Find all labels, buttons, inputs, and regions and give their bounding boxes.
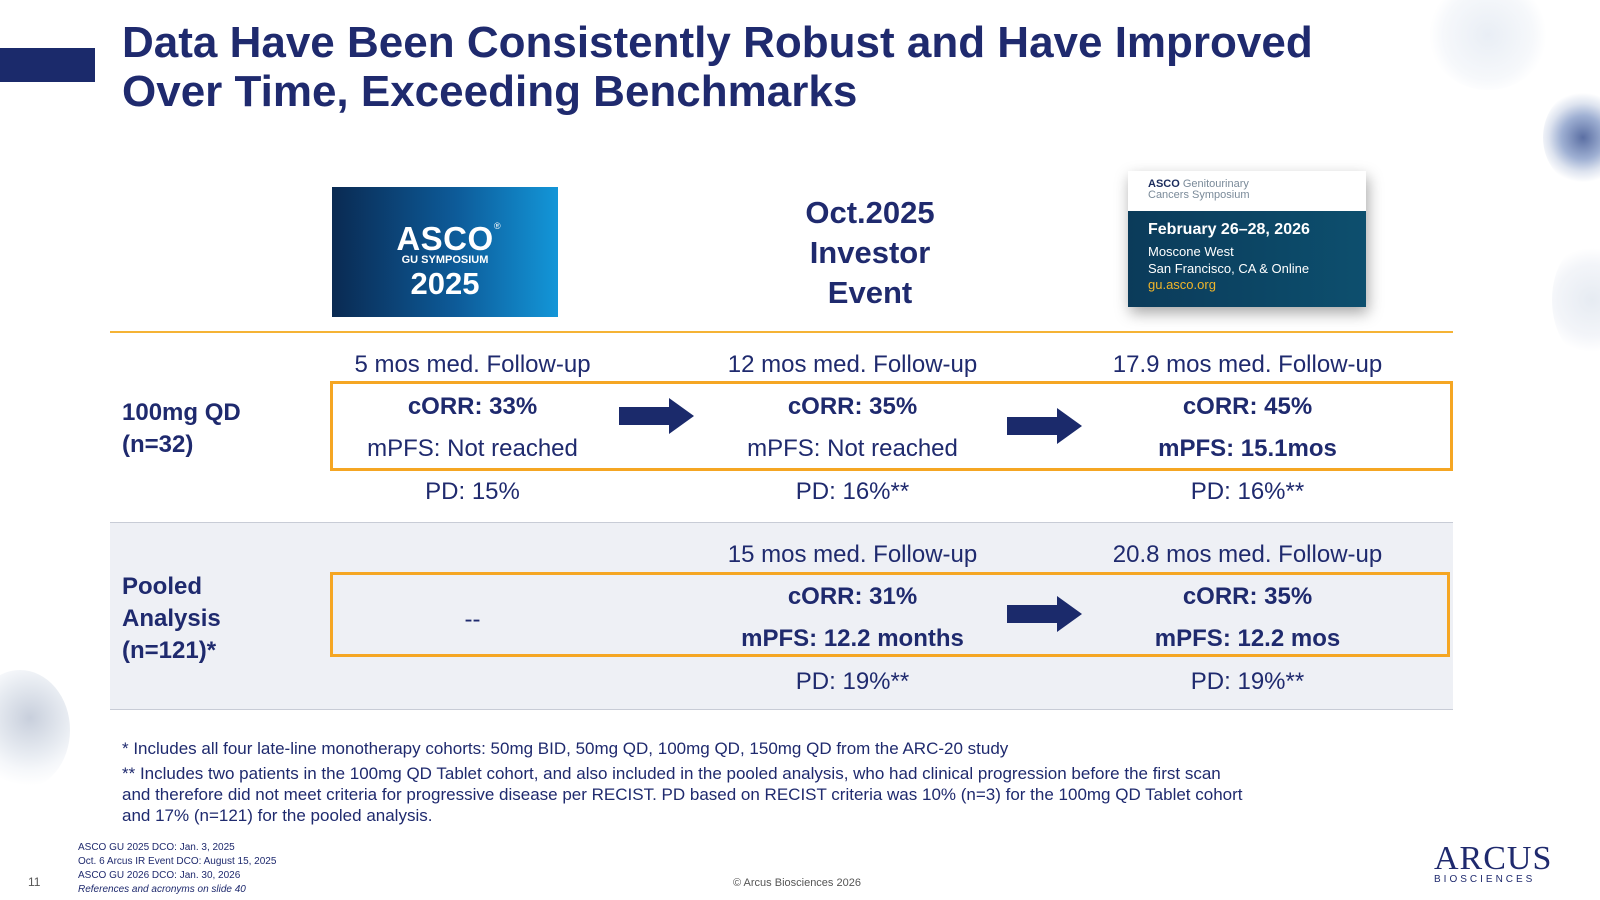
gu-card-dates: February 26–28, 2026 — [1148, 221, 1310, 238]
slide-title-line-1: Data Have Been Consistently Robust and H… — [122, 18, 1313, 67]
gu-card-location-2: San Francisco, CA & Online — [1148, 261, 1310, 276]
column-header-oct-2025-investor-event: Oct.2025 Investor Event — [760, 193, 980, 313]
page-number: 11 — [28, 875, 41, 889]
cell-illustration-right-blue — [1543, 90, 1600, 185]
footnote-pd-line-2: and therefore did not meet criteria for … — [122, 785, 1243, 804]
row-label-pooled-analysis: Pooled Analysis (n=121)* — [122, 571, 221, 667]
highlight-box-row2 — [330, 572, 1450, 657]
cell-illustration-left — [0, 670, 70, 790]
row1-col1-followup: 5 mos med. Follow-up — [354, 351, 591, 378]
row2-label-line-2: Analysis — [122, 605, 221, 632]
row2-col2-followup: 15 mos med. Follow-up — [727, 541, 978, 568]
arcus-logo-sub: BIOSCIENCES — [1434, 874, 1536, 885]
gu-card-org-line2: Cancers Symposium — [1148, 189, 1250, 201]
row1-col3-corr: cORR: 45% — [1182, 393, 1313, 420]
reference-4: References and acronyms on slide 40 — [78, 884, 246, 895]
references: ASCO GU 2025 DCO: Jan. 3, 2025 Oct. 6 Ar… — [78, 841, 276, 897]
reference-2: Oct. 6 Arcus IR Event DCO: August 15, 20… — [78, 856, 277, 867]
arrow-right-icon — [1007, 596, 1082, 632]
arrow-right-icon — [1007, 408, 1082, 444]
row2-col3-followup: 20.8 mos med. Follow-up — [1112, 541, 1383, 568]
cell-illustration-top-right — [1428, 0, 1548, 90]
gu-card-location-1: Moscone West — [1148, 244, 1234, 259]
copyright: © Arcus Biosciences 2026 — [733, 877, 861, 889]
row2-col2-corr: cORR: 31% — [787, 583, 918, 610]
reference-3: ASCO GU 2026 DCO: Jan. 30, 2026 — [78, 870, 241, 881]
footnote-pd-line-1: ** Includes two patients in the 100mg QD… — [122, 764, 1221, 783]
row1-col2-pd: PD: 16%** — [795, 478, 910, 505]
header-divider — [110, 331, 1453, 333]
asco-gu-2025-logo: ASCO ® GU SYMPOSIUM 2025 — [332, 187, 558, 317]
arcus-logo: ARCUS BIOSCIENCES — [1434, 840, 1553, 886]
asco-logo-name: ASCO — [396, 220, 494, 257]
arcus-logo-name: ARCUS — [1434, 840, 1553, 877]
asco-logo-registered: ® — [494, 221, 501, 231]
gu-card-org-rest: Genitourinary — [1182, 178, 1249, 190]
row2-col3-corr: cORR: 35% — [1182, 583, 1313, 610]
reference-1: ASCO GU 2025 DCO: Jan. 3, 2025 — [78, 842, 235, 853]
row1-col2-mpfs: mPFS: Not reached — [747, 435, 958, 462]
asco-logo-year: 2025 — [410, 266, 480, 301]
row2-col3-mpfs: mPFS: 12.2 mos — [1154, 625, 1341, 652]
title-accent-bar — [0, 48, 95, 82]
row1-col1-corr: cORR: 33% — [407, 393, 538, 420]
gu-card-org-bold: ASCO — [1148, 178, 1180, 190]
row1-col1-pd: PD: 15% — [425, 478, 520, 505]
row1-col3-pd: PD: 16%** — [1190, 478, 1305, 505]
row1-col3-followup: 17.9 mos med. Follow-up — [1112, 351, 1383, 378]
footnote-pooled: * Includes all four late-line monotherap… — [122, 739, 1009, 758]
gu-card-location: Moscone West San Francisco, CA & Online — [1148, 243, 1309, 277]
row1-col2-followup: 12 mos med. Follow-up — [727, 351, 978, 378]
row1-label-line-2: (n=32) — [122, 431, 194, 458]
gu-card-url: gu.asco.org — [1148, 277, 1216, 292]
row1-label-line-1: 100mg QD — [122, 399, 241, 426]
slide-title: Data Have Been Consistently Robust and H… — [122, 18, 1422, 116]
pooled-row-background — [110, 523, 1453, 710]
asco-logo-sub: GU SYMPOSIUM — [401, 254, 489, 266]
table-bottom-rule — [110, 709, 1453, 710]
row1-col3-mpfs: mPFS: 15.1mos — [1158, 435, 1337, 462]
row2-col2-pd: PD: 19%** — [795, 668, 910, 695]
col2-header-line-2: Investor — [809, 235, 931, 270]
row1-col1-mpfs: mPFS: Not reached — [367, 435, 578, 462]
asco-gu-2026-card: ASCO Genitourinary Cancers Symposium Feb… — [1128, 171, 1366, 307]
row2-label-line-1: Pooled — [122, 573, 203, 600]
cell-illustration-right-pale — [1552, 240, 1600, 360]
slide-title-line-2: Over Time, Exceeding Benchmarks — [122, 67, 858, 116]
footnote-pd-line-3: and 17% (n=121) for the pooled analysis. — [122, 806, 433, 825]
footnote-pd: ** Includes two patients in the 100mg QD… — [122, 763, 1462, 826]
row2-col3-pd: PD: 19%** — [1190, 668, 1305, 695]
row-label-100mg-qd: 100mg QD (n=32) — [122, 397, 241, 461]
col2-header-line-1: Oct.2025 — [805, 195, 935, 230]
row2-col2-mpfs: mPFS: 12.2 months — [741, 625, 964, 652]
row-divider — [110, 522, 1453, 523]
arrow-right-icon — [619, 398, 694, 434]
gu-card-org: ASCO Genitourinary Cancers Symposium — [1148, 179, 1249, 201]
highlight-box-row1 — [330, 381, 1453, 471]
row2-label-line-3: (n=121)* — [122, 637, 217, 664]
row1-col2-corr: cORR: 35% — [787, 393, 918, 420]
row2-col1-empty: -- — [464, 606, 481, 633]
col2-header-line-3: Event — [827, 275, 913, 310]
